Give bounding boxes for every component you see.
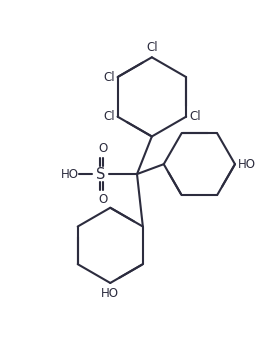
Text: HO: HO <box>238 158 256 171</box>
Text: Cl: Cl <box>146 41 158 54</box>
Text: S: S <box>96 167 105 182</box>
Text: Cl: Cl <box>103 71 115 84</box>
Text: Cl: Cl <box>189 110 201 123</box>
Text: HO: HO <box>61 167 79 181</box>
Text: O: O <box>99 142 108 155</box>
Text: HO: HO <box>101 287 119 300</box>
Text: O: O <box>99 193 108 206</box>
Text: Cl: Cl <box>103 110 115 123</box>
